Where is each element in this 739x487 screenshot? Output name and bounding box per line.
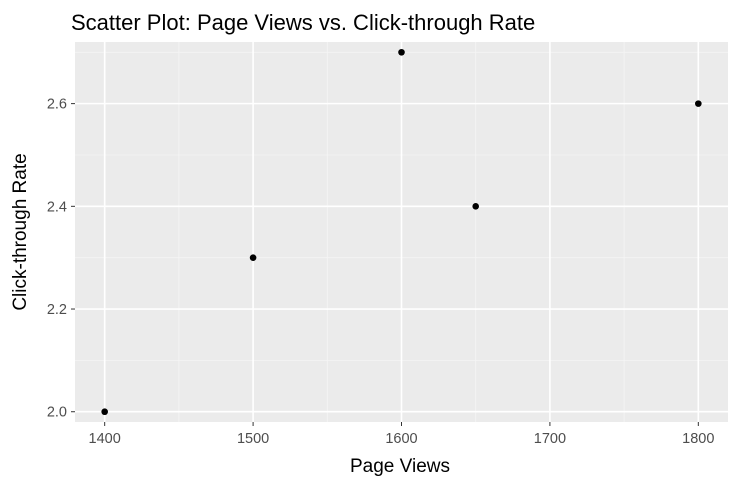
data-points: [101, 48, 702, 416]
data-point-0: [101, 408, 108, 416]
major-gridlines: [75, 42, 728, 422]
data-point-2: [398, 48, 405, 56]
data-point-4: [695, 100, 702, 107]
data-point-1: [249, 254, 257, 261]
chart-title: Scatter Plot: Page Views vs. Click-throu…: [71, 10, 535, 35]
x-tick-label-0: 1400: [89, 431, 121, 447]
y-tick-label-2: 2.4: [47, 199, 67, 215]
x-tick-label-1: 1500: [237, 431, 269, 447]
x-tick-label-3: 1700: [534, 431, 566, 447]
x-tick-label-4: 1800: [682, 431, 714, 447]
y-tick-label-3: 2.6: [47, 97, 67, 113]
data-point-3: [472, 203, 480, 210]
y-axis: 2.0 2.2 2.4 2.6: [47, 97, 75, 421]
x-tick-label-2: 1600: [385, 431, 417, 447]
y-tick-label-1: 2.2: [47, 302, 67, 318]
x-axis: 1400 1500 1600 1700 1800: [89, 422, 714, 447]
y-axis-title: Click-through Rate: [10, 153, 31, 310]
x-axis-title: Page Views: [350, 456, 450, 477]
y-tick-label-0: 2.0: [47, 405, 67, 421]
